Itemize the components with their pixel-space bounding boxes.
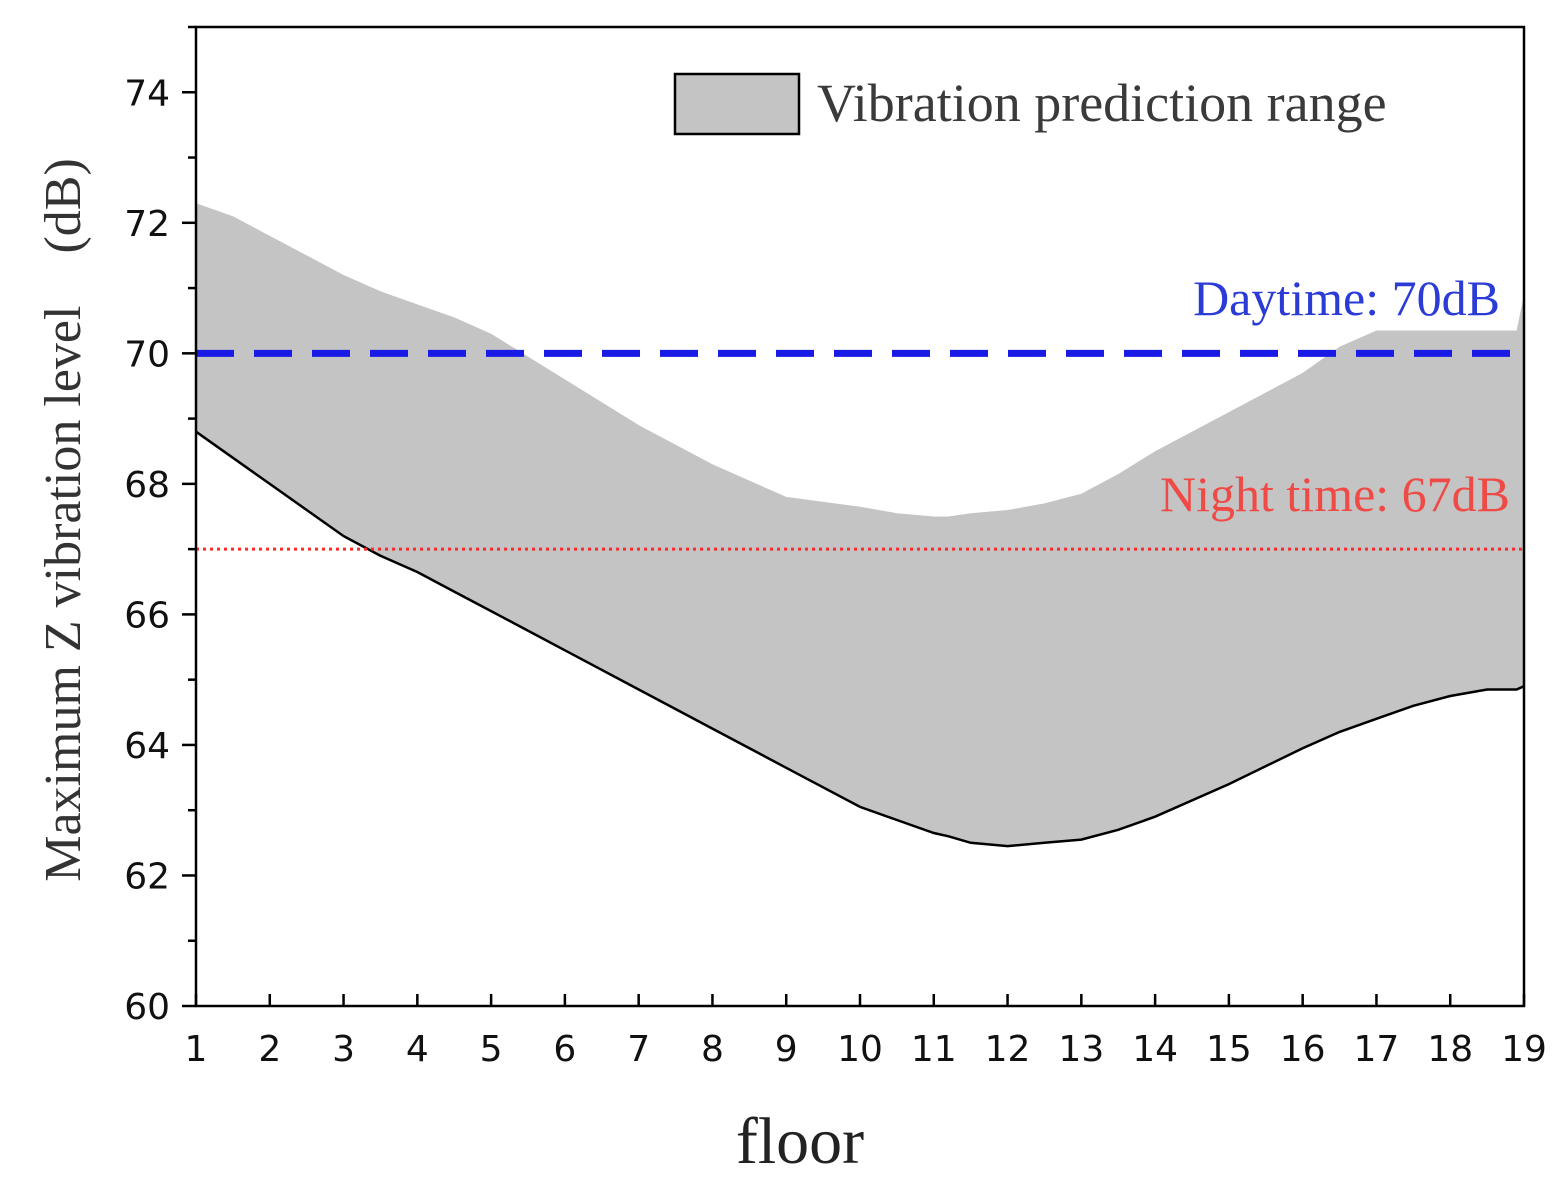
x-tick-label: 14: [1132, 1029, 1178, 1070]
x-tick-label: 19: [1501, 1029, 1547, 1070]
y-tick-label: 60: [124, 987, 170, 1028]
x-tick-label: 11: [911, 1029, 957, 1070]
x-tick-label: 16: [1280, 1029, 1326, 1070]
x-tick-label: 1: [185, 1029, 208, 1070]
y-tick-label: 74: [124, 73, 170, 114]
x-tick-label: 2: [258, 1029, 281, 1070]
y-tick-label: 70: [124, 334, 170, 375]
plot-area: [195, 203, 1525, 848]
x-tick-label: 4: [406, 1029, 429, 1070]
x-tick-label: 10: [837, 1029, 883, 1070]
legend-swatch: [673, 72, 801, 136]
vibration-prediction-band: [196, 203, 1524, 847]
x-tick-label: 3: [332, 1029, 355, 1070]
x-tick-label: 12: [985, 1029, 1031, 1070]
y-axis-ticks: 60 62 64 66 68 70 72 74: [124, 25, 196, 1028]
x-tick-label: 9: [775, 1029, 798, 1070]
legend: Vibration prediction range: [673, 72, 1387, 136]
x-axis-ticks: 1 2 3 4 5 6 7 8 9 10 11 12 13 14 15 16 17 18 19: [185, 994, 1547, 1070]
x-tick-label: 8: [701, 1029, 724, 1070]
y-tick-label: 66: [124, 595, 170, 636]
legend-label: Vibration prediction range: [817, 73, 1387, 133]
x-tick-label: 17: [1354, 1029, 1400, 1070]
x-tick-label: 18: [1427, 1029, 1473, 1070]
x-tick-label: 6: [553, 1029, 576, 1070]
axes: 1 2 3 4 5 6 7 8 9 10 11 12 13 14 15 16 17 18 19 6062646668…: [124, 25, 1547, 1070]
x-tick-label: 13: [1058, 1029, 1104, 1070]
y-axis-title: Maximum Z vibration level (dB): [35, 158, 92, 882]
night-label: Night time: 67dB: [1160, 466, 1510, 522]
y-tick-label: 64: [124, 726, 170, 767]
band-lower-edge-line: [195, 430, 1525, 848]
y-tick-label: 68: [124, 465, 170, 506]
x-tick-label: 5: [480, 1029, 503, 1070]
plot-frame: [194, 25, 1526, 1008]
x-tick-label: 15: [1206, 1029, 1252, 1070]
x-axis-title: floor: [736, 1105, 864, 1178]
daytime-label: Daytime: 70dB: [1193, 270, 1500, 326]
y-tick-label: 62: [124, 856, 170, 897]
x-tick-label: 7: [627, 1029, 650, 1070]
y-tick-label: 72: [124, 204, 170, 245]
